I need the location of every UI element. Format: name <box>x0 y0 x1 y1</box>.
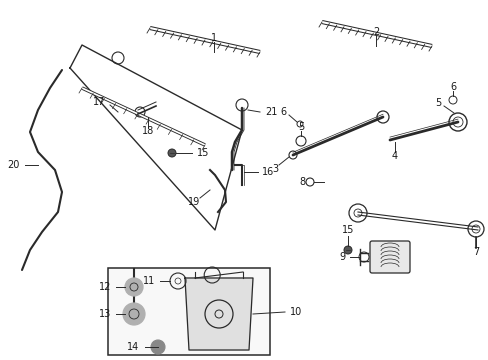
Text: 12: 12 <box>99 282 111 292</box>
Text: 6: 6 <box>449 82 455 92</box>
Text: 6: 6 <box>279 107 285 117</box>
Text: 5: 5 <box>434 98 440 108</box>
Text: 3: 3 <box>271 164 278 174</box>
Text: 7: 7 <box>472 247 478 257</box>
Text: 10: 10 <box>289 307 302 317</box>
Circle shape <box>151 340 164 354</box>
Text: 15: 15 <box>197 148 209 158</box>
FancyBboxPatch shape <box>369 241 409 273</box>
Text: 9: 9 <box>339 252 346 262</box>
Text: 15: 15 <box>341 225 353 235</box>
Text: 21: 21 <box>264 107 277 117</box>
Text: 1: 1 <box>210 33 217 43</box>
Bar <box>108 268 269 355</box>
Text: 18: 18 <box>142 126 154 136</box>
Circle shape <box>123 303 145 325</box>
Circle shape <box>343 246 351 254</box>
Text: 17: 17 <box>92 97 105 107</box>
Text: 2: 2 <box>372 27 378 37</box>
Polygon shape <box>184 278 252 350</box>
Text: 11: 11 <box>142 276 155 286</box>
Circle shape <box>125 278 142 296</box>
Text: 13: 13 <box>99 309 111 319</box>
Circle shape <box>168 149 176 157</box>
Text: 5: 5 <box>297 122 304 132</box>
Text: 19: 19 <box>187 197 200 207</box>
Text: 14: 14 <box>126 342 139 352</box>
Text: 16: 16 <box>262 167 274 177</box>
Text: 20: 20 <box>8 160 20 170</box>
Text: 4: 4 <box>391 151 397 161</box>
Text: 8: 8 <box>299 177 305 187</box>
